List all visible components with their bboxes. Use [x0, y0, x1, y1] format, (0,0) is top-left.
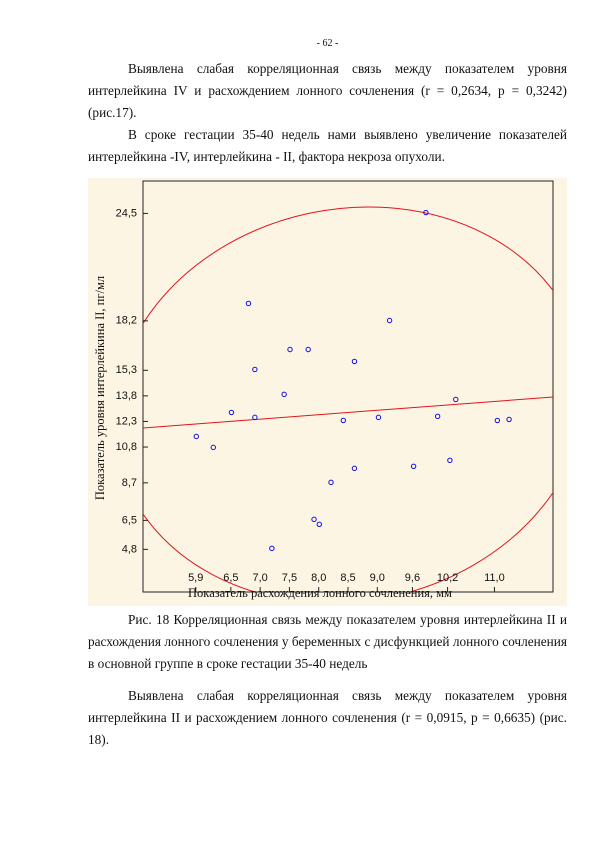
point — [311, 516, 317, 523]
point — [453, 396, 459, 403]
x-tick-label: 7,0 — [252, 572, 267, 584]
point — [434, 413, 441, 420]
point — [210, 444, 216, 451]
y-tick-label: 8,7 — [122, 477, 137, 489]
point — [316, 521, 322, 527]
paragraph: Выявлена слабая корреляционная связь меж… — [88, 688, 567, 747]
y-tick-label: 12,3 — [116, 415, 137, 427]
y-tick-label: 18,2 — [116, 315, 137, 327]
point — [351, 465, 358, 472]
x-tick-label: 8,0 — [311, 572, 326, 584]
x-tick-label: 10,2 — [437, 572, 458, 584]
point — [252, 414, 258, 421]
regression-line — [143, 396, 553, 429]
y-tick-label: 15,3 — [116, 364, 137, 376]
x-tick-label: 5,9 — [188, 572, 203, 584]
point — [281, 391, 287, 398]
x-tick-label: 7,5 — [282, 572, 297, 584]
point — [305, 346, 311, 353]
page-number: - 62 - — [316, 38, 339, 49]
point — [351, 358, 358, 365]
confidence-ellipse — [143, 206, 553, 592]
point — [245, 300, 252, 307]
point — [340, 417, 347, 424]
figure-caption: Рис. 18 Корреляционная связь между показ… — [88, 612, 567, 671]
x-tick-label: 9,6 — [405, 572, 420, 584]
point — [287, 346, 293, 353]
y-tick-label: 4,8 — [122, 543, 137, 555]
y-axis-label: Показатель уровня интерлейкина II, пг/мл — [93, 276, 107, 500]
point — [328, 479, 334, 486]
y-tick-label: 24,5 — [116, 207, 137, 219]
x-tick-label: 6,5 — [223, 572, 238, 584]
point — [506, 416, 512, 423]
x-tick-label: 11,0 — [484, 572, 505, 584]
point — [252, 366, 258, 373]
point — [423, 209, 429, 216]
x-tick-label: 9,0 — [370, 572, 385, 584]
figure-background — [88, 178, 567, 606]
x-axis-label: Показатель расхождения лонного сочленени… — [188, 586, 452, 600]
point — [269, 545, 275, 552]
point — [447, 457, 453, 464]
point — [193, 433, 200, 440]
point — [410, 463, 417, 470]
y-tick-label: 6,5 — [122, 514, 137, 526]
x-tick-label: 8,5 — [340, 572, 355, 584]
y-tick-label: 10,8 — [116, 441, 137, 453]
point — [494, 417, 501, 424]
point — [386, 317, 393, 324]
paragraph: Выявлена слабая корреляционная связь меж… — [88, 61, 567, 120]
point — [228, 409, 235, 416]
point — [375, 414, 382, 421]
y-tick-label: 13,8 — [116, 390, 137, 402]
paragraph: В сроке гестации 35-40 недель нами выявл… — [88, 127, 567, 164]
